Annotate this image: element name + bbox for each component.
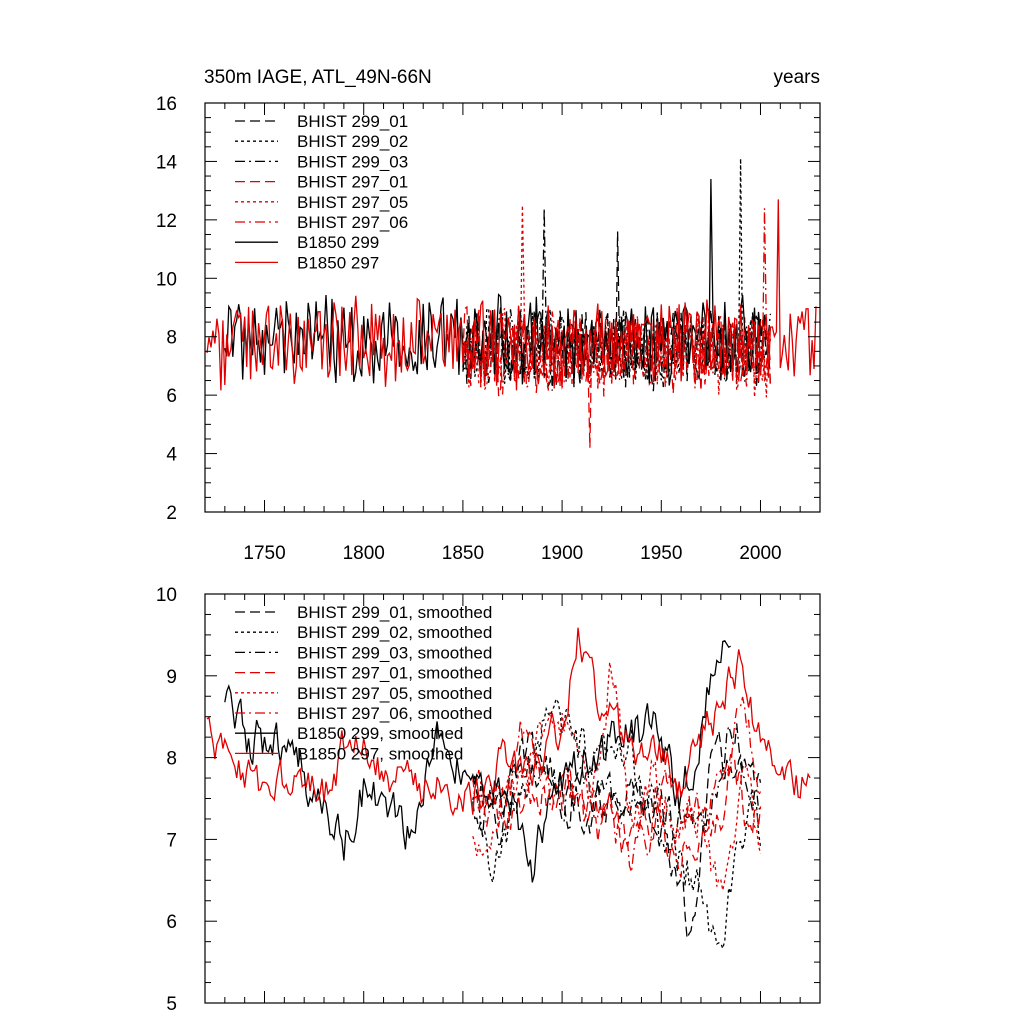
series-line	[206, 627, 811, 817]
legend-label: BHIST 299_02	[297, 132, 408, 151]
y-tick-label: 9	[166, 667, 177, 688]
x-tick-label: 1900	[541, 543, 583, 564]
x-tick-label: 1850	[442, 543, 484, 564]
x-tick-label: 2000	[739, 543, 781, 564]
y-tick-label: 12	[156, 211, 177, 232]
legend-label: BHIST 299_02, smoothed	[297, 623, 492, 642]
legend-label: BHIST 299_03, smoothed	[297, 643, 492, 662]
legend-label: BHIST 299_03	[297, 152, 408, 171]
series-line	[472, 753, 762, 878]
series-group	[206, 158, 817, 448]
series-line	[462, 208, 772, 397]
legend-label: BHIST 297_06, smoothed	[297, 704, 492, 723]
top-panel: 350m IAGE, ATL_49N-66N years 1750 1800 185…	[156, 67, 821, 564]
x-tick-label: 1750	[243, 543, 285, 564]
legend-label: B1850 297	[297, 253, 379, 272]
series-line	[462, 305, 772, 448]
y-tick-label: 2	[166, 503, 177, 524]
legend-label: B1850 299	[297, 233, 379, 252]
legend-label: BHIST 297_05, smoothed	[297, 684, 492, 703]
legend-label: BHIST 299_01, smoothed	[297, 603, 492, 622]
x-tick-label: 1950	[640, 543, 682, 564]
series-line	[224, 640, 731, 883]
y-tick-label: 6	[166, 386, 177, 407]
series-line	[206, 199, 817, 391]
series-line	[472, 697, 762, 951]
legend-label: BHIST 297_01, smoothed	[297, 664, 492, 683]
y-tick-label: 16	[156, 94, 177, 115]
units-label: years	[774, 67, 820, 88]
y-tick-label: 10	[156, 585, 177, 606]
legend-label: B1850 297, smoothed	[297, 744, 463, 763]
y-tick-label: 5	[166, 994, 177, 1015]
legend-label: B1850 299, smoothed	[297, 724, 463, 743]
y-tick-label: 8	[166, 749, 177, 770]
y-tick-label: 10	[156, 269, 177, 290]
chart-title: 350m IAGE, ATL_49N-66N	[204, 67, 432, 88]
y-tick-label: 4	[166, 445, 177, 466]
series-line	[472, 696, 762, 873]
y-tick-label: 6	[166, 912, 177, 933]
y-tick-label: 7	[166, 830, 177, 851]
legend-label: BHIST 299_01	[297, 112, 408, 131]
legend-label: BHIST 297_05	[297, 193, 408, 212]
series-line	[462, 231, 772, 392]
series-line	[224, 178, 762, 386]
series-line	[472, 730, 762, 939]
legend-label: BHIST 297_01	[297, 173, 408, 192]
x-tick-label: 1800	[343, 543, 385, 564]
y-tick-label: 8	[166, 328, 177, 349]
y-tick-label: 14	[156, 152, 178, 173]
series-group	[206, 627, 811, 951]
legend-label: BHIST 297_06	[297, 213, 408, 232]
